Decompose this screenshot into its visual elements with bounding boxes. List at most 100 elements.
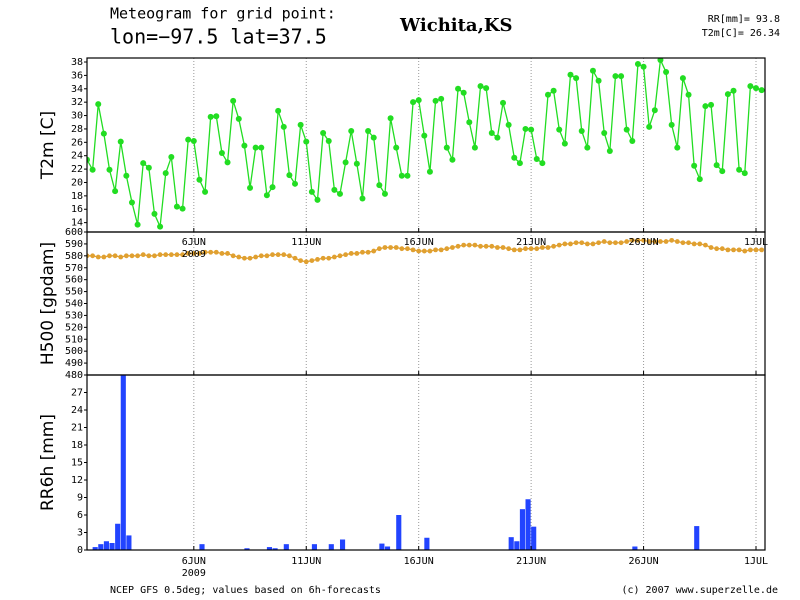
data-point <box>87 156 90 163</box>
footer-right: (c) 2007 www.superzelle.de <box>621 585 778 596</box>
data-point <box>589 67 596 74</box>
y-tick-label: 6 <box>77 510 83 521</box>
data-point <box>207 113 214 120</box>
data-point <box>202 188 209 195</box>
y-tick-label: 21 <box>71 423 83 434</box>
data-point <box>618 240 624 246</box>
y-tick-label: 32 <box>71 97 83 108</box>
data-point <box>168 154 175 161</box>
y-tick-label: 540 <box>65 299 83 310</box>
data-point <box>90 253 96 259</box>
bar <box>508 537 514 550</box>
data-point <box>590 241 596 247</box>
data-point <box>634 61 641 68</box>
data-point <box>354 251 360 256</box>
x-tick-label: 16JUN <box>404 237 434 248</box>
header-coords: lon=−97.5 lat=37.5 <box>110 25 327 49</box>
data-point <box>539 160 546 167</box>
data-point <box>95 254 101 260</box>
x-tick-label: 21JUN <box>516 556 546 567</box>
data-point <box>646 239 652 244</box>
data-point <box>494 134 501 141</box>
data-point <box>500 99 507 106</box>
data-point <box>388 245 393 250</box>
bar <box>525 499 531 550</box>
data-point <box>426 168 433 175</box>
data-point <box>668 121 675 128</box>
data-point <box>208 249 214 255</box>
data-point <box>326 255 332 261</box>
data-point <box>697 241 703 247</box>
data-point <box>471 144 478 151</box>
data-point <box>579 240 585 246</box>
data-point <box>320 255 326 261</box>
data-point <box>196 176 203 183</box>
data-point <box>269 184 276 191</box>
y-tick-label: 15 <box>71 458 83 469</box>
bar <box>339 539 346 550</box>
data-point <box>741 170 748 177</box>
data-point <box>522 125 529 132</box>
data-point <box>421 248 427 254</box>
y-axis-label: H500 [gpdam] <box>38 242 58 365</box>
data-point <box>253 254 259 260</box>
data-point <box>466 242 472 248</box>
stat-temp: T2m[C]= 26.34 <box>702 28 780 39</box>
data-point <box>686 240 691 246</box>
data-point <box>713 162 720 169</box>
y-tick-label: 18 <box>71 440 83 451</box>
data-point <box>461 242 467 248</box>
y-tick-label: 510 <box>65 334 83 345</box>
data-point <box>596 240 601 246</box>
data-point <box>101 254 107 260</box>
y-tick-label: 22 <box>71 164 83 175</box>
data-point <box>623 126 630 133</box>
data-point <box>247 255 253 261</box>
y-tick-label: 550 <box>65 287 83 298</box>
bar <box>632 546 638 550</box>
y-tick-label: 3 <box>77 528 83 539</box>
data-point <box>702 103 709 110</box>
data-point <box>275 252 281 258</box>
bar <box>514 541 520 550</box>
data-point <box>320 129 327 136</box>
data-point <box>224 159 231 166</box>
data-point <box>759 247 765 253</box>
data-point <box>724 91 731 98</box>
data-point <box>680 240 686 246</box>
x-axis-label: 2009 <box>182 249 206 260</box>
y-tick-label: 590 <box>65 239 83 250</box>
data-point <box>151 210 158 217</box>
data-point <box>100 130 107 137</box>
data-point <box>123 172 130 179</box>
y-tick-label: 18 <box>71 191 83 202</box>
data-point <box>241 142 248 149</box>
data-point <box>185 136 192 143</box>
bar <box>396 515 402 550</box>
data-point <box>528 246 534 252</box>
data-point <box>742 248 748 254</box>
x-tick-label: 6JUN <box>182 237 206 248</box>
y-tick-label: 34 <box>71 84 83 95</box>
data-point <box>635 237 641 243</box>
data-point <box>719 168 726 175</box>
data-point <box>140 252 146 258</box>
data-point <box>174 252 180 258</box>
data-point <box>595 77 602 84</box>
stat-rain: RR[mm]= 93.8 <box>708 14 780 25</box>
data-point <box>618 73 625 80</box>
data-point <box>736 166 743 173</box>
data-point <box>157 223 164 230</box>
data-point <box>180 252 185 258</box>
data-point <box>584 241 590 247</box>
data-point <box>258 253 264 259</box>
y-tick-label: 27 <box>71 388 83 399</box>
data-point <box>562 241 568 247</box>
data-point <box>584 144 591 151</box>
bar <box>531 526 537 550</box>
data-point <box>360 249 365 255</box>
data-point <box>516 160 523 167</box>
data-point <box>556 242 562 248</box>
data-point <box>134 221 141 228</box>
data-point <box>550 87 557 94</box>
